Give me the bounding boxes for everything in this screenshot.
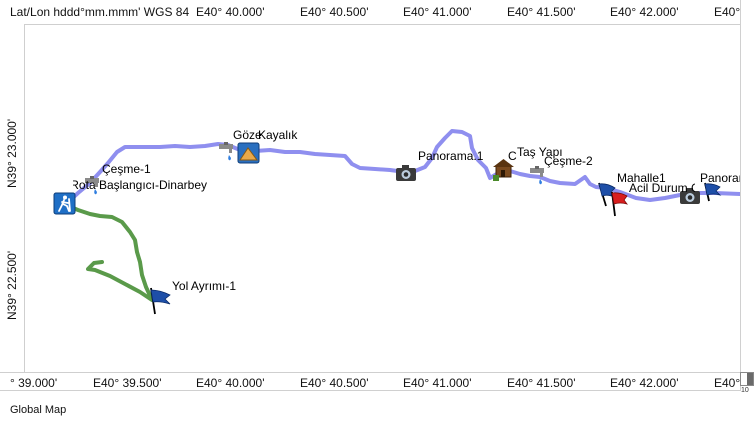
house-icon[interactable] bbox=[493, 159, 514, 181]
waypoint-label-start: Rota Başlangıcı-Dinarbey bbox=[73, 179, 207, 192]
top-coordinate-ruler: Lat/Lon hddd°mm.mmm' WGS 84 E40° 40.000'… bbox=[0, 0, 740, 25]
waypoint-label-panorama-1: Panorama.1 bbox=[418, 149, 484, 163]
bottom-tick-label: E40° 41.000' bbox=[403, 376, 472, 390]
hiker-icon[interactable] bbox=[53, 192, 76, 215]
left-tick-label: N39° 23.000' bbox=[5, 118, 19, 188]
map-graphics bbox=[53, 129, 740, 315]
blue-flag-icon[interactable] bbox=[704, 182, 722, 202]
waypoint-label-tas-yapi: Taş Yapı bbox=[517, 145, 563, 159]
top-tick-label: E40° 40.500' bbox=[300, 5, 369, 19]
red-flag-icon[interactable] bbox=[611, 191, 629, 217]
branch-track bbox=[64, 203, 154, 302]
global-map-label: Global Map bbox=[10, 404, 67, 416]
top-tick-label: E40° 41.500' bbox=[507, 5, 576, 19]
top-tick-label: E40° bbox=[714, 5, 741, 19]
zoom-scroll-widget[interactable]: 10 bbox=[740, 372, 754, 398]
main-track bbox=[63, 129, 740, 207]
scroll-thumb[interactable] bbox=[740, 372, 754, 386]
water-tap-icon[interactable] bbox=[530, 166, 544, 185]
waypoint-label-c: C bbox=[508, 149, 517, 163]
camera-icon[interactable] bbox=[680, 188, 700, 204]
water-tap-icon[interactable] bbox=[219, 142, 233, 161]
waypoint-label-panoram: Panoram bbox=[700, 172, 740, 185]
bottom-tick-label: E40° 41.500' bbox=[507, 376, 576, 390]
waypoint-label-acil-durum: Acil Durum Çıkış bbox=[629, 182, 695, 195]
bottom-tick-label: E40° 40.500' bbox=[300, 376, 369, 390]
bottom-tick-label: E40° 42.000' bbox=[610, 376, 679, 390]
water-tap-icon[interactable] bbox=[85, 176, 99, 195]
waypoint-label-cesme-2: Çeşme-2 bbox=[544, 154, 593, 168]
bottom-tick-label: E40° bbox=[714, 376, 741, 390]
hut-icon[interactable] bbox=[237, 142, 260, 164]
waypoint-label-goze: Göze bbox=[233, 128, 262, 142]
waypoint-label-yol-ayrimi: Yol Ayrımı-1 bbox=[172, 279, 237, 293]
scroll-value: 10 bbox=[741, 387, 749, 394]
camera-icon[interactable] bbox=[396, 165, 416, 181]
left-tick-label: N39° 22.500' bbox=[5, 250, 19, 320]
top-tick-label: E40° 42.000' bbox=[610, 5, 679, 19]
waypoint-label-mahalle1: Mahalle1 bbox=[617, 171, 666, 185]
blue-flag-icon[interactable] bbox=[150, 287, 171, 315]
map-canvas[interactable]: Çeşme-1 Rota Başlangıcı-Dinarbey Yol Ayr… bbox=[0, 0, 741, 391]
bottom-tick-label: E40° 39.500' bbox=[93, 376, 162, 390]
coord-format-label: Lat/Lon hddd°mm.mmm' WGS 84 bbox=[10, 5, 190, 19]
bottom-coordinate-ruler: ° 39.000' E40° 39.500' E40° 40.000' E40°… bbox=[0, 372, 741, 390]
bottom-tick-label: ° 39.000' bbox=[10, 376, 58, 390]
bottom-tick-label: E40° 40.000' bbox=[196, 376, 265, 390]
left-coordinate-ruler: N39° 23.000' N39° 22.500' bbox=[0, 24, 25, 372]
waypoint-label-cesme-1: Çeşme-1 bbox=[102, 162, 151, 176]
top-tick-label: E40° 41.000' bbox=[403, 5, 472, 19]
waypoint-label-kayalik: Kayalık bbox=[258, 128, 298, 142]
top-tick-label: E40° 40.000' bbox=[196, 5, 265, 19]
